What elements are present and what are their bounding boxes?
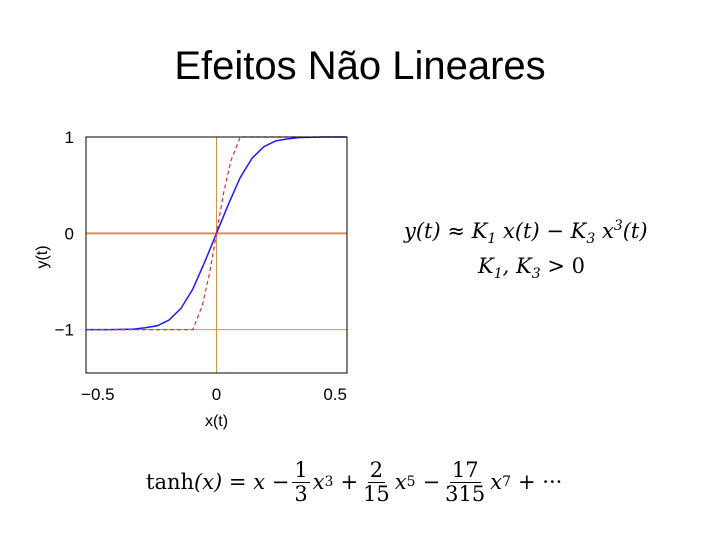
- fraction-2: 2 15: [361, 459, 392, 504]
- condition-equation: K1, K3 > 0: [478, 254, 585, 282]
- approx-arg: (t): [622, 219, 648, 243]
- cond-k3-sub: 3: [531, 266, 541, 283]
- series-fn: tanh: [146, 470, 195, 494]
- approximation-equation: y(t) ≈ K1 x(t) − K3 x3(t): [404, 218, 648, 247]
- term3-exp: 7: [502, 474, 512, 490]
- x-tick-label: 0.5: [323, 385, 347, 404]
- fraction-3: 17 315: [443, 459, 487, 504]
- approx-x-exp: 3: [613, 218, 623, 234]
- approx-symbol: ≈: [447, 219, 465, 243]
- series-layer: [86, 136, 347, 331]
- op-2: −: [422, 470, 441, 494]
- x-axis-label: x(t): [205, 413, 228, 430]
- term1-var: x: [312, 470, 325, 494]
- grid-lines: [86, 136, 347, 373]
- tick-labels: 1 0 −1 −0.5 0 0.5: [55, 128, 347, 404]
- approx-xt: x(t): [503, 219, 540, 243]
- approx-k1: K: [471, 219, 488, 243]
- approx-k3-sub: 3: [586, 231, 596, 248]
- x-tick-label: 0: [212, 385, 221, 404]
- fraction-1-den: 3: [294, 481, 308, 506]
- fraction-1-num: 1: [292, 458, 310, 483]
- approx-minus: −: [546, 219, 564, 243]
- term2-exp: 5: [406, 474, 416, 490]
- cond-k3: K: [516, 254, 532, 278]
- fraction-3-num: 17: [449, 458, 481, 483]
- fraction-2-num: 2: [367, 458, 386, 483]
- cond-rel: > 0: [547, 254, 585, 278]
- slide-title: Efeitos Não Lineares: [174, 44, 546, 88]
- term3-var: x: [490, 470, 503, 494]
- y-axis-label: y(t): [34, 245, 51, 268]
- term1-exp: 3: [324, 474, 334, 490]
- cond-sep: ,: [502, 254, 510, 278]
- x-tick-label: −0.5: [81, 385, 115, 404]
- approx-k1-sub: 1: [487, 231, 497, 248]
- series-tail: + ···: [518, 470, 563, 494]
- approx-k3: K: [570, 219, 587, 243]
- series-arg: (x) = x −: [194, 470, 290, 494]
- fraction-2-den: 15: [363, 481, 390, 506]
- cond-k1: K: [478, 254, 494, 278]
- fraction-3-den: 315: [445, 481, 486, 506]
- approx-lhs: y(t): [404, 219, 441, 243]
- term2-var: x: [394, 470, 407, 494]
- cond-k1-sub: 1: [493, 266, 503, 283]
- y-tick-label: 0: [65, 224, 74, 243]
- op-1: +: [340, 470, 359, 494]
- series-line-2: [86, 136, 347, 331]
- plot-frame: [85, 136, 348, 374]
- y-tick-label: 1: [65, 128, 74, 147]
- y-tick-label: −1: [55, 321, 74, 340]
- approx-x: x: [601, 219, 614, 243]
